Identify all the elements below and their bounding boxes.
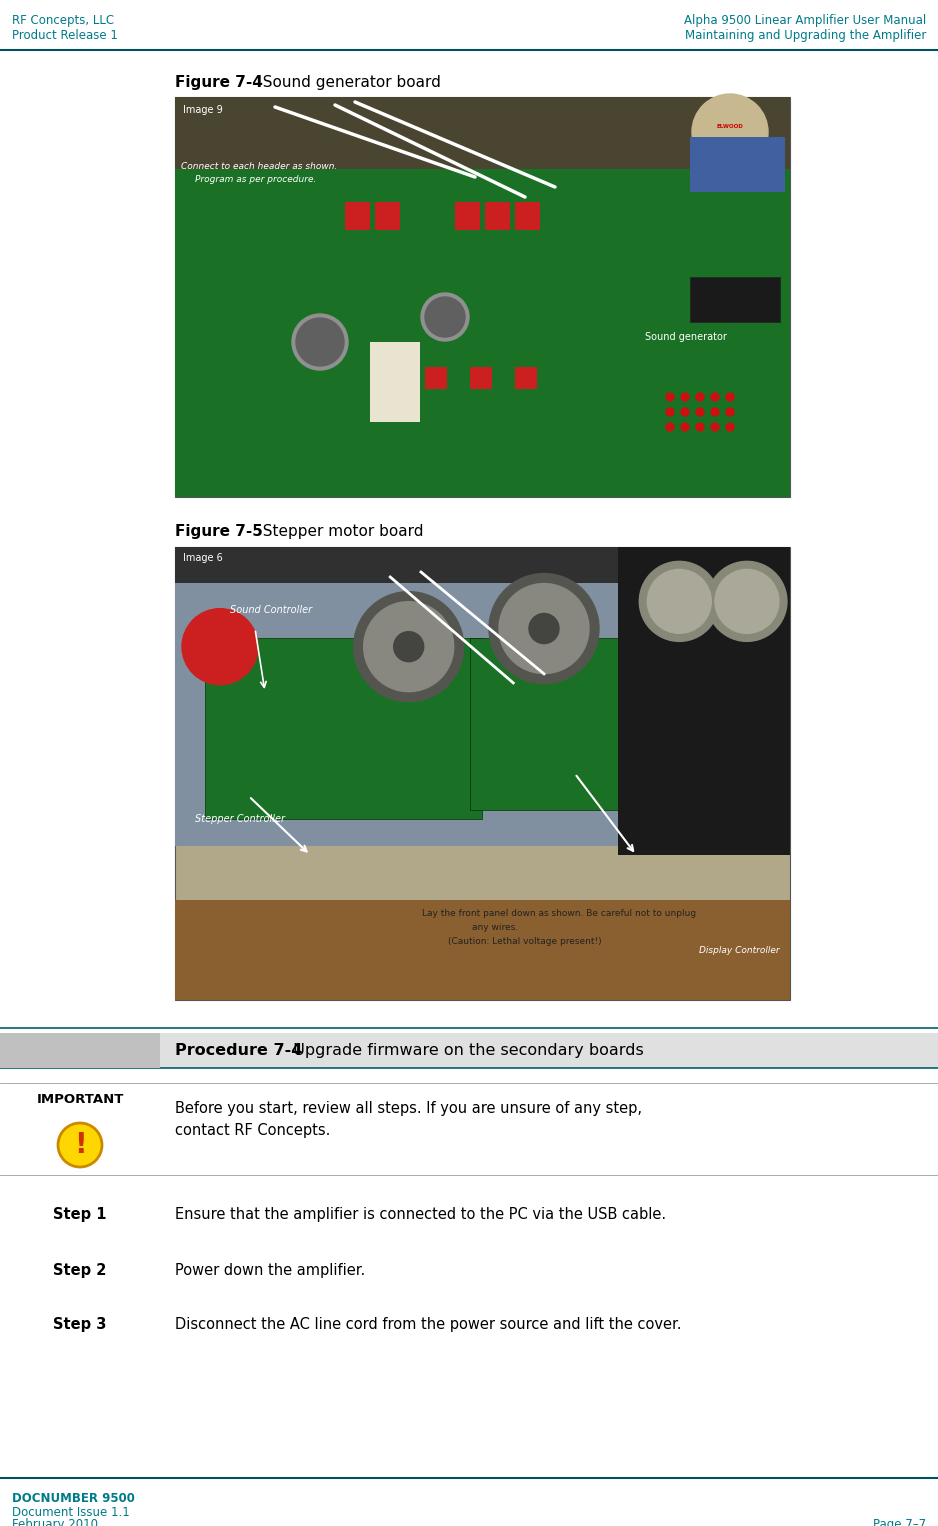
- Text: RF Concepts, LLC: RF Concepts, LLC: [12, 14, 114, 27]
- Text: Document Issue 1.1: Document Issue 1.1: [12, 1506, 129, 1518]
- Text: Disconnect the AC line cord from the power source and lift the cover.: Disconnect the AC line cord from the pow…: [175, 1317, 682, 1332]
- Text: Lay the front panel down as shown. Be careful not to unplug: Lay the front panel down as shown. Be ca…: [422, 909, 697, 919]
- Text: ELWOOD: ELWOOD: [717, 125, 744, 130]
- Bar: [175, 546, 790, 583]
- Circle shape: [696, 394, 704, 401]
- Bar: [485, 201, 510, 230]
- Text: Sound Controller: Sound Controller: [230, 606, 312, 615]
- Text: DOCNUMBER 9500: DOCNUMBER 9500: [12, 1492, 135, 1505]
- Text: Sound generator board: Sound generator board: [253, 75, 441, 90]
- Bar: [345, 201, 370, 230]
- Circle shape: [681, 407, 689, 417]
- Text: Product Release 1: Product Release 1: [12, 29, 118, 43]
- Text: Image 9: Image 9: [183, 105, 222, 114]
- Circle shape: [421, 293, 469, 340]
- Bar: [175, 546, 790, 1000]
- Bar: [0, 1033, 938, 1068]
- Bar: [515, 366, 537, 389]
- Text: Before you start, review all steps. If you are unsure of any step,
contact RF Co: Before you start, review all steps. If y…: [175, 1100, 642, 1138]
- Text: Ensure that the amplifier is connected to the PC via the USB cable.: Ensure that the amplifier is connected t…: [175, 1207, 666, 1222]
- Text: Step 2: Step 2: [53, 1262, 107, 1277]
- Bar: [470, 366, 492, 389]
- Bar: [370, 342, 420, 423]
- Bar: [618, 546, 790, 855]
- Circle shape: [726, 423, 734, 430]
- Text: Step 1: Step 1: [53, 1207, 107, 1222]
- Text: Procedure 7-4: Procedure 7-4: [175, 1042, 302, 1058]
- Text: February 2010: February 2010: [12, 1518, 98, 1526]
- Circle shape: [726, 407, 734, 417]
- Bar: [175, 583, 790, 845]
- Circle shape: [394, 632, 424, 662]
- Bar: [175, 98, 790, 497]
- Circle shape: [647, 569, 711, 633]
- Text: Maintaining and Upgrading the Amplifier: Maintaining and Upgrading the Amplifier: [685, 29, 926, 43]
- Bar: [690, 137, 785, 192]
- Circle shape: [711, 423, 719, 430]
- Circle shape: [692, 95, 768, 169]
- Text: Program as per procedure.: Program as per procedure.: [195, 175, 316, 185]
- Circle shape: [711, 407, 719, 417]
- Circle shape: [182, 609, 258, 685]
- Bar: [0, 1033, 160, 1068]
- Text: any wires.: any wires.: [473, 923, 519, 932]
- Circle shape: [696, 423, 704, 430]
- Text: Figure 7-4: Figure 7-4: [175, 75, 263, 90]
- Circle shape: [715, 569, 779, 633]
- Circle shape: [726, 394, 734, 401]
- Text: Connect to each header as shown.: Connect to each header as shown.: [181, 162, 338, 171]
- Bar: [470, 638, 747, 810]
- Text: Step 3: Step 3: [53, 1317, 107, 1332]
- Bar: [175, 98, 790, 169]
- Circle shape: [640, 562, 719, 641]
- Circle shape: [354, 592, 463, 702]
- Text: Sound generator: Sound generator: [645, 333, 727, 342]
- Bar: [455, 201, 480, 230]
- Circle shape: [529, 613, 559, 644]
- Circle shape: [666, 423, 674, 430]
- Text: Upgrade firmware on the secondary boards: Upgrade firmware on the secondary boards: [283, 1042, 643, 1058]
- Bar: [515, 201, 540, 230]
- Text: Figure 7-5: Figure 7-5: [175, 523, 263, 539]
- Text: Alpha 9500 Linear Amplifier User Manual: Alpha 9500 Linear Amplifier User Manual: [684, 14, 926, 27]
- Circle shape: [489, 574, 599, 684]
- Text: !: !: [74, 1131, 86, 1160]
- Circle shape: [707, 562, 787, 641]
- Text: Display Controller: Display Controller: [700, 946, 780, 955]
- Circle shape: [425, 298, 465, 337]
- Circle shape: [499, 583, 589, 673]
- Text: Power down the amplifier.: Power down the amplifier.: [175, 1262, 365, 1277]
- Circle shape: [292, 314, 348, 369]
- Bar: [175, 900, 790, 1000]
- Bar: [175, 169, 790, 497]
- Circle shape: [711, 394, 719, 401]
- Text: IMPORTANT: IMPORTANT: [37, 1093, 124, 1106]
- Circle shape: [58, 1123, 102, 1167]
- Circle shape: [364, 601, 454, 691]
- Circle shape: [681, 423, 689, 430]
- Bar: [690, 278, 780, 322]
- Text: (Caution: Lethal voltage present!): (Caution: Lethal voltage present!): [447, 937, 601, 946]
- Text: Stepper motor board: Stepper motor board: [253, 523, 423, 539]
- Circle shape: [681, 394, 689, 401]
- Text: Stepper Controller: Stepper Controller: [195, 813, 285, 824]
- Circle shape: [666, 394, 674, 401]
- Bar: [375, 201, 400, 230]
- Circle shape: [296, 317, 344, 366]
- Text: Page 7–7: Page 7–7: [873, 1518, 926, 1526]
- Text: Image 6: Image 6: [183, 552, 222, 563]
- Circle shape: [666, 407, 674, 417]
- Circle shape: [696, 407, 704, 417]
- Bar: [205, 638, 482, 819]
- Bar: [425, 366, 447, 389]
